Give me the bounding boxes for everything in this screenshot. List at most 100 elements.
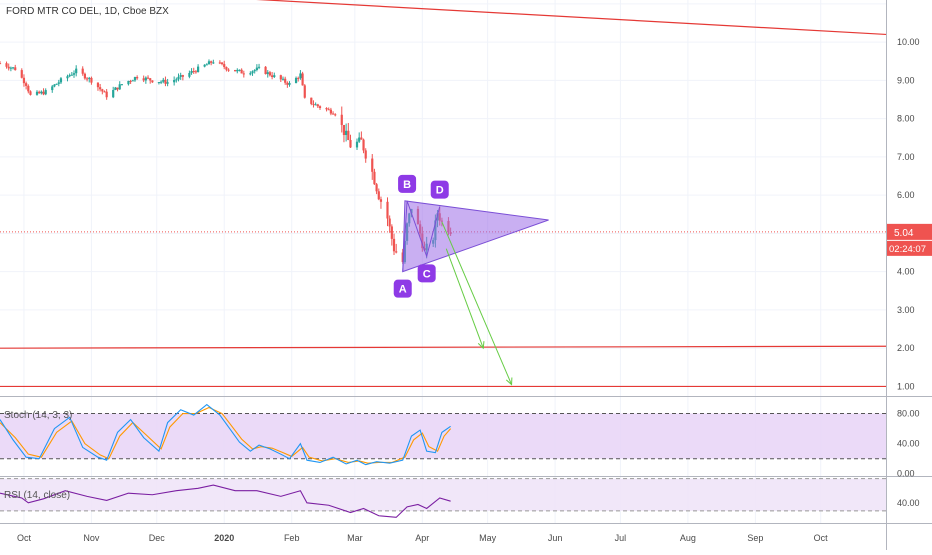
stoch-band — [0, 413, 886, 459]
candle-body — [234, 70, 237, 72]
pattern-point-a[interactable]: A — [393, 279, 412, 298]
rsi-band — [0, 478, 886, 511]
candle-body — [96, 82, 100, 88]
stoch-tick-label: 40.00 — [897, 439, 920, 449]
candle-body — [146, 77, 150, 79]
candle-body — [194, 71, 198, 73]
pattern-point-b[interactable]: B — [398, 174, 417, 193]
candle-body — [225, 67, 228, 70]
candle-body — [99, 87, 102, 90]
stoch-k-line — [0, 403, 451, 466]
candle-body — [29, 91, 32, 95]
candle-body — [310, 97, 313, 104]
candle-body — [249, 73, 252, 75]
time-tick-label: Sep — [747, 533, 763, 543]
current-price-label: 5.04 — [894, 228, 914, 239]
candle-body — [105, 91, 108, 98]
candle-body — [75, 68, 78, 74]
candle-body — [251, 71, 254, 74]
candle-body — [70, 74, 73, 76]
candle-body — [371, 158, 374, 172]
projection-arrowhead — [477, 341, 485, 350]
candle-body — [268, 72, 272, 76]
price-tick-label: 1.00 — [897, 381, 915, 391]
stoch-pane-label: Stoch (14, 3, 3) — [4, 410, 72, 421]
candle-body — [316, 104, 319, 107]
pattern-point-badge — [417, 264, 436, 283]
price-tick-label: 4.00 — [897, 267, 915, 277]
candle-body — [240, 69, 243, 74]
trend-line-2[interactable] — [0, 345, 887, 349]
candle-body — [299, 73, 302, 79]
price-tick-label: 2.00 — [897, 343, 915, 353]
candle-body — [377, 191, 380, 200]
candle-body — [22, 77, 26, 84]
candle-body — [101, 89, 104, 92]
projection-arrow-2[interactable] — [441, 221, 513, 385]
candle-body — [0, 63, 2, 65]
candle-body — [38, 91, 41, 94]
candle-body — [149, 78, 152, 81]
pattern-point-c[interactable]: C — [417, 264, 436, 283]
candle-body — [227, 69, 230, 71]
oscillator-series — [0, 403, 452, 518]
price-tick-label: 7.00 — [897, 152, 915, 162]
candle-body — [379, 199, 383, 202]
abcd-path[interactable] — [402, 200, 441, 272]
candle-body — [114, 87, 117, 90]
candle-body — [279, 75, 282, 80]
pattern-point-label: B — [403, 179, 411, 191]
candle-body — [362, 139, 365, 151]
time-tick-label: Feb — [284, 533, 300, 543]
candle-body — [20, 70, 23, 78]
candle-body — [358, 137, 361, 142]
candle-body — [157, 82, 161, 84]
candle-body — [133, 77, 137, 81]
price-tick-label: 9.00 — [897, 75, 915, 85]
pattern-point-d[interactable]: D — [430, 180, 449, 199]
candle-body — [210, 61, 213, 63]
price-tick-label: 6.00 — [897, 190, 915, 200]
candle-body — [325, 108, 328, 110]
candle-body — [390, 226, 393, 239]
time-tick-label: Aug — [680, 533, 696, 543]
candle-body — [175, 79, 178, 81]
candle-body — [81, 68, 84, 74]
candle-body — [273, 75, 276, 77]
candle-body — [301, 73, 304, 86]
trend-lines[interactable] — [0, 0, 887, 388]
candle-body — [347, 130, 350, 140]
rsi-line — [0, 484, 451, 518]
candle-body — [129, 80, 132, 82]
trend-line-1[interactable] — [198, 0, 887, 36]
projection-arrow-1[interactable] — [445, 248, 484, 349]
rsi-pane-label: RSI (14, close) — [4, 490, 70, 501]
pattern-point-label: C — [423, 268, 431, 280]
candle-body — [83, 73, 86, 79]
candle-body — [40, 91, 43, 94]
candle-body — [314, 104, 317, 106]
candle-body — [340, 114, 343, 125]
candle-body — [318, 106, 322, 109]
price-tick-label: 8.00 — [897, 114, 915, 124]
pattern-point-badge — [393, 279, 412, 298]
candle-body — [192, 70, 195, 72]
candle-body — [264, 66, 267, 75]
candle-body — [90, 77, 93, 83]
candle-body — [392, 238, 396, 252]
candle-body — [205, 64, 208, 66]
candle-body — [51, 86, 54, 91]
candle-body — [188, 72, 191, 77]
triangle-pattern[interactable]: A B C D — [393, 174, 549, 386]
candle-body — [103, 91, 106, 93]
candle-body — [238, 69, 241, 71]
time-tick-label: 2020 — [214, 533, 234, 543]
projection-arrowhead — [505, 377, 513, 386]
pattern-point-badge — [430, 180, 449, 199]
triangle-shape[interactable] — [402, 200, 549, 273]
candle-body — [14, 67, 17, 71]
candle-body — [196, 66, 200, 73]
candle-body — [220, 62, 224, 65]
candle-body — [85, 78, 89, 80]
